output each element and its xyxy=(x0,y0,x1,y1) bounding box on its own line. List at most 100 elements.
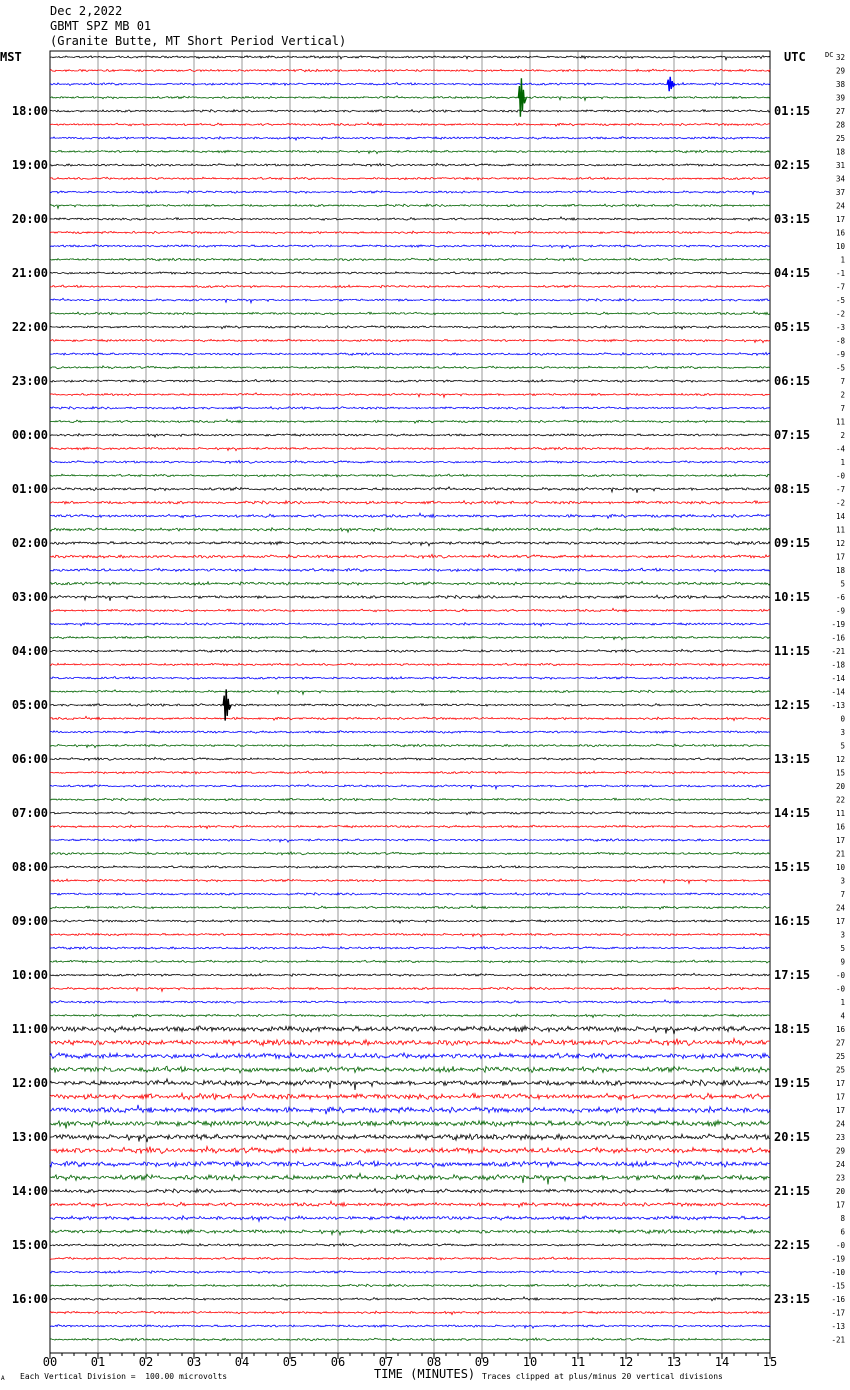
dc-offset-value: -6 xyxy=(836,593,846,602)
seismic-trace xyxy=(49,176,771,181)
left-hour-label: 10:00 xyxy=(12,968,48,982)
dc-offset-value: -15 xyxy=(831,1282,845,1291)
seismic-event xyxy=(222,689,232,721)
dc-offset-value: 16 xyxy=(836,229,846,238)
seismic-trace xyxy=(49,1159,770,1169)
dc-offset-value: 25 xyxy=(836,1066,845,1075)
left-hour-label: 16:00 xyxy=(12,1292,48,1306)
seismic-trace xyxy=(49,1024,771,1035)
seismic-trace xyxy=(49,1036,770,1048)
left-hour-label: 11:00 xyxy=(12,1022,48,1036)
dc-offset-value: 25 xyxy=(836,1052,845,1061)
seismic-trace xyxy=(49,1324,771,1330)
dc-offset-value: 20 xyxy=(836,1187,846,1196)
seismic-trace xyxy=(49,1283,771,1288)
seismic-trace xyxy=(49,338,771,344)
right-hour-label: 09:15 xyxy=(774,536,810,550)
seismic-trace xyxy=(49,1228,771,1237)
seismic-trace xyxy=(49,284,771,289)
seismic-trace xyxy=(49,365,771,370)
seismic-trace xyxy=(49,986,771,993)
dc-offset-value: -1 xyxy=(836,269,845,278)
seismic-trace xyxy=(49,851,771,856)
left-hour-label: 01:00 xyxy=(12,482,48,496)
seismic-trace xyxy=(49,918,771,925)
dc-offset-value: -14 xyxy=(831,674,845,683)
dc-offset-value: 4 xyxy=(840,1012,845,1021)
dc-offset-value: 3 xyxy=(840,877,845,886)
dc-offset-value: 5 xyxy=(840,944,845,953)
seismic-trace xyxy=(49,730,771,735)
dc-offset-value: 2 xyxy=(840,391,845,400)
trace-layer xyxy=(49,54,771,1342)
left-hour-label: 15:00 xyxy=(12,1238,48,1252)
seismic-trace xyxy=(49,1310,771,1316)
seismic-trace xyxy=(49,324,770,331)
seismic-trace xyxy=(50,1187,771,1194)
x-tick-label: 07 xyxy=(379,1355,393,1369)
dc-offset-value: -9 xyxy=(836,607,845,616)
left-hour-label: 18:00 xyxy=(12,104,48,118)
dc-offset-value: 1 xyxy=(840,256,845,265)
plot-date: Dec 2,2022 xyxy=(50,4,123,18)
seismic-trace xyxy=(49,162,771,168)
right-hour-label: 06:15 xyxy=(774,374,810,388)
x-tick-label: 08 xyxy=(427,1355,441,1369)
seismic-trace xyxy=(49,203,771,210)
seismic-trace xyxy=(49,54,771,62)
dc-offset-value: 27 xyxy=(836,1039,845,1048)
right-hour-label: 19:15 xyxy=(774,1076,810,1090)
left-hour-label: 04:00 xyxy=(12,644,48,658)
station-code: GBMT SPZ MB 01 xyxy=(50,19,152,33)
x-tick-label: 14 xyxy=(715,1355,729,1369)
station-location: (Granite Butte, MT Short Period Vertical… xyxy=(50,34,347,48)
seismic-trace xyxy=(49,405,771,411)
x-tick-label: 06 xyxy=(331,1355,345,1369)
dc-offset-value: -7 xyxy=(836,485,845,494)
dc-offset-value: 1 xyxy=(840,998,845,1007)
dc-offset-value: 17 xyxy=(836,1201,845,1210)
dc-offset-value: 10 xyxy=(836,863,846,872)
left-hour-label: 00:00 xyxy=(12,428,48,442)
dc-offset-value: -0 xyxy=(836,1241,846,1250)
seismic-trace xyxy=(49,621,770,628)
dc-offset-value: 32 xyxy=(836,53,845,62)
seismic-trace xyxy=(49,270,771,276)
seismic-trace xyxy=(49,1104,771,1115)
seismic-trace xyxy=(49,891,771,896)
seismic-trace xyxy=(49,244,771,250)
clip-note: Traces clipped at plus/minus 20 vertical… xyxy=(482,1372,723,1381)
seismic-trace xyxy=(49,580,771,586)
seismic-trace xyxy=(49,1199,771,1209)
seismic-trace xyxy=(49,959,771,964)
dc-offset-value: 24 xyxy=(836,1120,846,1129)
right-hour-label: 22:15 xyxy=(774,1238,810,1252)
seismic-trace xyxy=(49,499,771,505)
dc-offset-value: 16 xyxy=(836,823,846,832)
right-hour-label: 03:15 xyxy=(774,212,810,226)
dc-offset-value: 24 xyxy=(836,1160,846,1169)
dc-offset-value: 17 xyxy=(836,1093,845,1102)
x-axis-title: TIME (MINUTES) xyxy=(374,1367,476,1381)
dc-offset-value: -0 xyxy=(836,971,846,980)
right-hour-label: 05:15 xyxy=(774,320,810,334)
scale-note: Each Vertical Division = 100.00 microvol… xyxy=(20,1372,228,1381)
left-hour-label: 09:00 xyxy=(12,914,48,928)
seismic-trace xyxy=(49,95,771,102)
seismic-trace xyxy=(49,715,770,722)
seismic-trace xyxy=(49,297,771,305)
x-tick-label: 04 xyxy=(235,1355,249,1369)
seismic-trace xyxy=(49,1118,771,1129)
left-timezone-label: MST xyxy=(0,50,22,64)
dc-offset-value: -5 xyxy=(836,364,845,373)
dc-offset-value: 16 xyxy=(836,1025,846,1034)
seismic-trace xyxy=(49,189,771,196)
dc-offset-value: -13 xyxy=(831,1322,845,1331)
seismic-trace xyxy=(50,418,771,424)
seismic-trace xyxy=(49,1144,771,1155)
dc-offset-value: 5 xyxy=(840,742,845,751)
seismic-trace xyxy=(49,998,771,1005)
seismic-trace xyxy=(49,485,771,494)
seismic-trace xyxy=(49,756,771,762)
